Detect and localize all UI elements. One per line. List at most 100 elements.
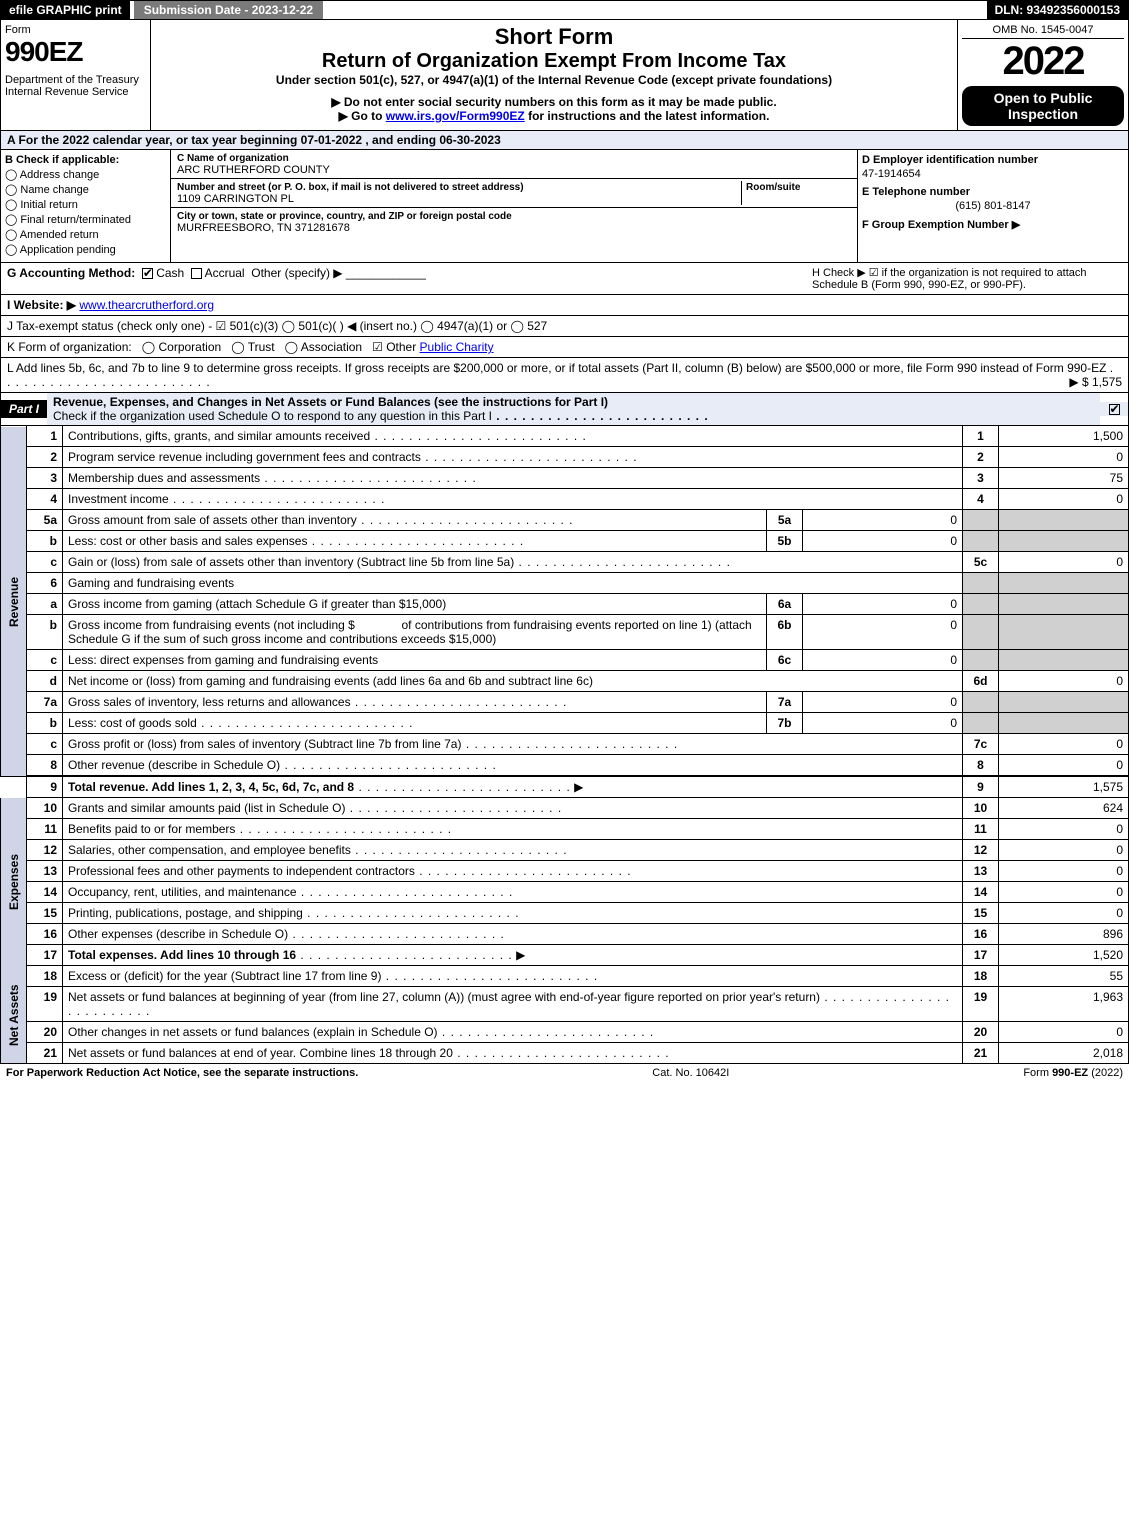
c-city-label: City or town, state or province, country… bbox=[177, 211, 512, 222]
table-row: Net Assets 18Excess or (deficit) for the… bbox=[1, 966, 1129, 987]
table-row: 20Other changes in net assets or fund ba… bbox=[1, 1022, 1129, 1043]
block-b-through-f: B Check if applicable: ◯ Address change … bbox=[0, 150, 1129, 263]
table-row: 11Benefits paid to or for members110 bbox=[1, 819, 1129, 840]
table-row: dNet income or (loss) from gaming and fu… bbox=[1, 671, 1129, 692]
cash-label: Cash bbox=[156, 266, 184, 280]
department-label: Department of the Treasury Internal Reve… bbox=[5, 74, 146, 98]
table-row: 14Occupancy, rent, utilities, and mainte… bbox=[1, 882, 1129, 903]
dln-label: DLN: 93492356000153 bbox=[987, 1, 1128, 19]
sidelabel-revenue: Revenue bbox=[1, 426, 27, 776]
table-row: Expenses 10Grants and similar amounts pa… bbox=[1, 798, 1129, 819]
subtitle: Under section 501(c), 527, or 4947(a)(1)… bbox=[157, 73, 951, 87]
table-row: bLess: cost or other basis and sales exp… bbox=[1, 531, 1129, 552]
cb-final-return[interactable]: ◯ Final return/terminated bbox=[5, 213, 166, 226]
public-charity-link[interactable]: Public Charity bbox=[420, 340, 494, 354]
lines-table: Revenue 1 Contributions, gifts, grants, … bbox=[0, 426, 1129, 1064]
row-g-h: G Accounting Method: Cash Accrual Other … bbox=[0, 263, 1129, 295]
ln-1-desc: Contributions, gifts, grants, and simila… bbox=[63, 426, 963, 447]
table-row: bLess: cost of goods sold 7b0 bbox=[1, 713, 1129, 734]
cb-accrual[interactable] bbox=[191, 268, 202, 279]
col-def: D Employer identification number 47-1914… bbox=[858, 150, 1128, 262]
table-row: 13Professional fees and other payments t… bbox=[1, 861, 1129, 882]
c-name-label: C Name of organization bbox=[177, 153, 289, 164]
table-row: 21Net assets or fund balances at end of … bbox=[1, 1043, 1129, 1064]
cb-initial-return[interactable]: ◯ Initial return bbox=[5, 198, 166, 211]
l-amount: ▶ $ 1,575 bbox=[1069, 375, 1122, 389]
form-header: Form 990EZ Department of the Treasury In… bbox=[0, 20, 1129, 131]
note-link: ▶ Go to www.irs.gov/Form990EZ for instru… bbox=[157, 109, 951, 123]
title-return: Return of Organization Exempt From Incom… bbox=[157, 50, 951, 73]
part-i-title: Revenue, Expenses, and Changes in Net As… bbox=[47, 393, 1100, 425]
omb-number: OMB No. 1545-0047 bbox=[962, 24, 1124, 39]
cb-application-pending[interactable]: ◯ Application pending bbox=[5, 243, 166, 256]
other-label: Other (specify) ▶ bbox=[251, 266, 342, 280]
h-schedule-b: H Check ▶ ☑ if the organization is not r… bbox=[812, 266, 1122, 291]
table-row: 17Total expenses. Add lines 10 through 1… bbox=[1, 945, 1129, 966]
part-i-header: Part I Revenue, Expenses, and Changes in… bbox=[0, 393, 1129, 426]
footer-left: For Paperwork Reduction Act Notice, see … bbox=[6, 1067, 358, 1079]
table-row: aGross income from gaming (attach Schedu… bbox=[1, 594, 1129, 615]
part-i-checkbox[interactable] bbox=[1100, 402, 1128, 416]
tax-year: 2022 bbox=[962, 39, 1124, 84]
note-ssn: ▶ Do not enter social security numbers o… bbox=[157, 95, 951, 109]
irs-link[interactable]: www.irs.gov/Form990EZ bbox=[386, 109, 525, 123]
cb-amended-return[interactable]: ◯ Amended return bbox=[5, 228, 166, 241]
part-i-note: Check if the organization used Schedule … bbox=[53, 409, 492, 423]
table-row: b Gross income from fundraising events (… bbox=[1, 615, 1129, 650]
c-street-label: Number and street (or P. O. box, if mail… bbox=[177, 182, 524, 193]
table-row: 9Total revenue. Add lines 1, 2, 3, 4, 5c… bbox=[1, 776, 1129, 798]
c-name-cell: C Name of organization ARC RUTHERFORD CO… bbox=[171, 150, 857, 179]
f-group-label: F Group Exemption Number ▶ bbox=[862, 218, 1124, 231]
title-short-form: Short Form bbox=[157, 24, 951, 50]
g-label: G Accounting Method: bbox=[7, 266, 135, 280]
note2-pre: ▶ Go to bbox=[339, 109, 386, 123]
row-l-receipts: L Add lines 5b, 6c, and 7b to line 9 to … bbox=[0, 358, 1129, 393]
table-row: 6Gaming and fundraising events bbox=[1, 573, 1129, 594]
c-city-value: MURFREESBORO, TN 371281678 bbox=[177, 222, 350, 234]
ln-1-n: 1 bbox=[963, 426, 999, 447]
topbar: efile GRAPHIC print Submission Date - 20… bbox=[0, 0, 1129, 20]
cb-name-change[interactable]: ◯ Name change bbox=[5, 183, 166, 196]
ln-1-num: 1 bbox=[27, 426, 63, 447]
website-link[interactable]: www.thearcrutherford.org bbox=[79, 298, 214, 312]
l-text: L Add lines 5b, 6c, and 7b to line 9 to … bbox=[7, 361, 1106, 375]
col-c-entity: C Name of organization ARC RUTHERFORD CO… bbox=[171, 150, 858, 262]
footer-catno: Cat. No. 10642I bbox=[358, 1067, 1023, 1079]
table-row: cGain or (loss) from sale of assets othe… bbox=[1, 552, 1129, 573]
table-row: 19Net assets or fund balances at beginni… bbox=[1, 987, 1129, 1022]
e-phone-value: (615) 801-8147 bbox=[862, 200, 1124, 212]
d-ein-label: D Employer identification number bbox=[862, 154, 1124, 166]
k-text: K Form of organization: ◯ Corporation ◯ … bbox=[7, 340, 420, 354]
c-city-cell: City or town, state or province, country… bbox=[171, 208, 857, 236]
table-row: cGross profit or (loss) from sales of in… bbox=[1, 734, 1129, 755]
table-row: 3Membership dues and assessments 375 bbox=[1, 468, 1129, 489]
sidelabel-netassets: Net Assets bbox=[1, 966, 27, 1064]
form-label: Form bbox=[5, 24, 146, 36]
ln-1-v: 1,500 bbox=[999, 426, 1129, 447]
col-b-checkboxes: B Check if applicable: ◯ Address change … bbox=[1, 150, 171, 262]
e-phone-label: E Telephone number bbox=[862, 186, 1124, 198]
table-row: 5aGross amount from sale of assets other… bbox=[1, 510, 1129, 531]
c-room-label: Room/suite bbox=[746, 182, 800, 193]
page-footer: For Paperwork Reduction Act Notice, see … bbox=[0, 1064, 1129, 1082]
submission-date-button[interactable]: Submission Date - 2023-12-22 bbox=[134, 1, 323, 19]
cb-address-change[interactable]: ◯ Address change bbox=[5, 168, 166, 181]
table-row: cLess: direct expenses from gaming and f… bbox=[1, 650, 1129, 671]
efile-print-button[interactable]: efile GRAPHIC print bbox=[1, 1, 130, 19]
accrual-label: Accrual bbox=[205, 266, 245, 280]
c-name-value: ARC RUTHERFORD COUNTY bbox=[177, 164, 330, 176]
footer-right: Form 990-EZ (2022) bbox=[1023, 1067, 1123, 1079]
c-street-value: 1109 CARRINGTON PL bbox=[177, 193, 294, 205]
table-row: 7aGross sales of inventory, less returns… bbox=[1, 692, 1129, 713]
part-i-tag: Part I bbox=[1, 400, 47, 418]
g-accounting: G Accounting Method: Cash Accrual Other … bbox=[7, 266, 426, 291]
row-a-tax-year: A For the 2022 calendar year, or tax yea… bbox=[0, 131, 1129, 150]
b-label: B Check if applicable: bbox=[5, 154, 119, 166]
table-row: 16Other expenses (describe in Schedule O… bbox=[1, 924, 1129, 945]
table-row: Revenue 1 Contributions, gifts, grants, … bbox=[1, 426, 1129, 447]
table-row: 2Program service revenue including gover… bbox=[1, 447, 1129, 468]
cb-cash[interactable] bbox=[142, 268, 153, 279]
form-id-block: Form 990EZ Department of the Treasury In… bbox=[1, 20, 151, 130]
table-row: 12Salaries, other compensation, and empl… bbox=[1, 840, 1129, 861]
c-street-cell: Number and street (or P. O. box, if mail… bbox=[171, 179, 857, 208]
